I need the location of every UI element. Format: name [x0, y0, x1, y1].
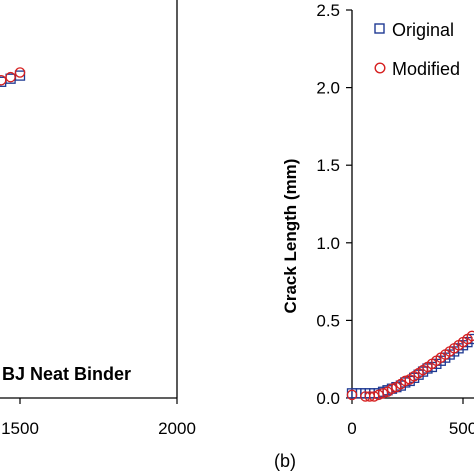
legend-modified-marker — [374, 62, 386, 74]
panel-a-x-tick-label: 1500 — [1, 419, 39, 438]
panel-a-x-tick-label: 2000 — [158, 419, 196, 438]
legend-original-label: Original — [392, 20, 454, 40]
panel-b: Crack Length (mm) 0.0 0.5 1.0 1.5 2.0 2.5 0 50… — [281, 1, 474, 438]
legend: Original Modified — [374, 20, 460, 79]
panel-b-x-tick-label: 500 — [449, 419, 474, 438]
panel-b-y-ticks: 0.0 0.5 1.0 1.5 2.0 2.5 — [316, 1, 352, 408]
panel-a-modified-point — [0, 75, 7, 86]
panel-a-marks — [0, 67, 26, 87]
panel-b-y-tick-label: 2.5 — [316, 1, 340, 20]
panel-b-modified-point — [346, 389, 358, 401]
panel-a-x-ticks: 1500 2000 — [1, 398, 196, 438]
panel-b-x-tick-label: 0 — [347, 419, 356, 438]
panel-b-modified-point — [373, 389, 384, 401]
panel-b-x-ticks: 0 500 — [347, 398, 474, 438]
panel-b-modified-point — [377, 388, 389, 399]
panel-b-marks — [346, 330, 474, 402]
panel-a-modified-point — [5, 71, 16, 83]
legend-modified-label: Modified — [392, 59, 460, 79]
panel-b-y-tick-label: 1.5 — [316, 156, 340, 175]
panel-b-y-tick-label: 0.5 — [316, 311, 340, 330]
panel-a-modified-point — [14, 67, 26, 78]
panel-a-annotation: BJ Neat Binder — [2, 364, 131, 384]
panel-b-tag: (b) — [274, 451, 296, 471]
panel-b-modified-point — [400, 375, 411, 387]
panel-b-y-tick-label: 0.0 — [316, 389, 340, 408]
legend-original-marker — [374, 23, 385, 34]
panel-b-y-tick-label: 1.0 — [316, 234, 340, 253]
panel-b-modified-point — [466, 330, 474, 342]
panel-b-modified-point — [386, 383, 398, 394]
panel-b-modified-point — [368, 391, 380, 402]
panel-a: BJ Neat Binder 1500 2000 — [0, 0, 196, 438]
panel-b-original-point — [466, 333, 474, 345]
panel-b-y-axis-label: Crack Length (mm) — [281, 159, 300, 314]
panel-b-y-tick-label: 2.0 — [316, 79, 340, 98]
